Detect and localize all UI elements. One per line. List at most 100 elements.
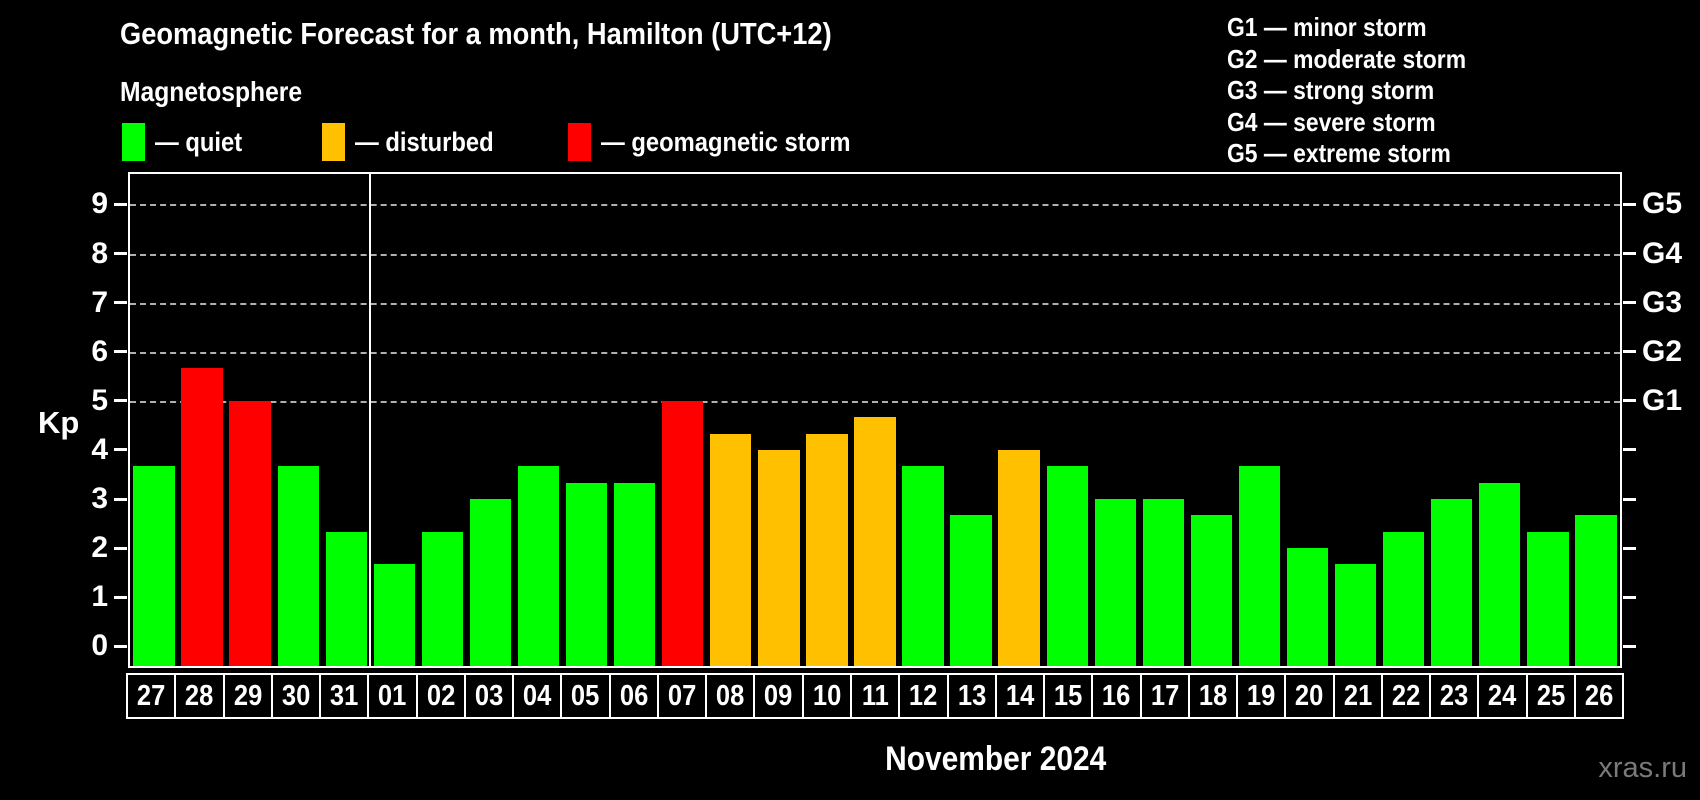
bar-slot-30 xyxy=(274,174,322,666)
date-label-24: 24 xyxy=(1488,679,1517,712)
date-cell-05: 05 xyxy=(560,673,611,719)
x-axis-title-text: November 2024 xyxy=(884,740,1107,778)
date-cell-04: 04 xyxy=(512,673,563,719)
y-tick-right-0 xyxy=(1623,644,1636,648)
date-label-17: 17 xyxy=(1150,679,1179,712)
bar-slot-15 xyxy=(1043,174,1091,666)
right-axis-label-g1: G1 xyxy=(1642,383,1683,417)
y-tick-right-2 xyxy=(1623,546,1636,550)
bar-slot-24 xyxy=(1476,174,1524,666)
y-tick-label-7: 7 xyxy=(91,285,108,319)
date-cell-26: 26 xyxy=(1573,673,1625,719)
date-label-29: 29 xyxy=(233,679,262,712)
bar-27 xyxy=(133,466,175,666)
x-axis-title: November 2024 xyxy=(367,740,1624,779)
right-axis-label-g2: G2 xyxy=(1642,334,1683,368)
date-cell-19: 19 xyxy=(1236,673,1287,719)
right-axis-label-g5: G5 xyxy=(1642,187,1683,221)
bar-31 xyxy=(325,531,367,666)
date-label-02: 02 xyxy=(426,679,455,712)
y-tick-left-9 xyxy=(114,202,127,206)
y-tick-label-6: 6 xyxy=(91,334,108,368)
page-title: Geomagnetic Forecast for a month, Hamilt… xyxy=(120,16,929,52)
legend-swatch-quiet xyxy=(122,123,145,161)
date-cell-14: 14 xyxy=(994,673,1046,719)
right-axis-label-g3: G3 xyxy=(1642,285,1683,319)
storm-scale-text-g3: G3 — strong storm xyxy=(1227,75,1435,105)
bar-slot-18 xyxy=(1187,174,1235,666)
date-label-25: 25 xyxy=(1536,679,1566,712)
y-tick-label-0: 0 xyxy=(91,629,108,663)
chart-subtitle-text: Magnetosphere xyxy=(120,76,303,107)
date-cell-08: 08 xyxy=(705,673,756,719)
legend-swatch-storm xyxy=(568,123,591,161)
date-label-27: 27 xyxy=(136,679,166,712)
date-cell-07: 07 xyxy=(656,673,708,719)
bar-24 xyxy=(1479,482,1521,666)
date-label-20: 20 xyxy=(1295,679,1324,712)
date-label-08: 08 xyxy=(716,679,745,712)
bar-slot-21 xyxy=(1332,174,1380,666)
date-cell-30: 30 xyxy=(270,673,322,719)
date-label-05: 05 xyxy=(571,679,600,712)
y-tick-label-8: 8 xyxy=(91,236,108,270)
legend-label-storm: — geomagnetic storm xyxy=(601,127,885,158)
bar-19 xyxy=(1238,466,1281,666)
date-cell-28: 28 xyxy=(174,673,225,719)
x-axis-date-row: 27 28 29 30 31 01 02 03 04 05 06 07 08 09 10 11 12 13 14 15… xyxy=(126,673,1625,719)
bar-slot-28 xyxy=(178,174,226,666)
y-tick-right-4 xyxy=(1623,448,1636,452)
date-label-04: 04 xyxy=(523,679,552,712)
date-label-30: 30 xyxy=(281,679,311,712)
date-label-10: 10 xyxy=(812,679,842,712)
date-cell-24: 24 xyxy=(1477,673,1528,719)
y-tick-left-4 xyxy=(114,448,127,452)
storm-scale-line-g5: G5 — extreme storm xyxy=(1227,138,1499,170)
storm-scale-line-g3: G3 — strong storm xyxy=(1227,75,1499,107)
page-title-text: Geomagnetic Forecast for a month, Hamilt… xyxy=(120,16,832,51)
gridline-kp-6 xyxy=(130,351,1620,354)
date-cell-03: 03 xyxy=(463,673,515,719)
bar-29 xyxy=(229,400,271,666)
date-cell-15: 15 xyxy=(1043,673,1094,719)
date-label-12: 12 xyxy=(909,679,938,712)
legend-label-text-quiet: — quiet xyxy=(155,126,243,157)
storm-scale-line-g2: G2 — moderate storm xyxy=(1227,44,1499,76)
y-axis-title-text: Kp xyxy=(38,405,80,440)
bar-slot-20 xyxy=(1284,174,1332,666)
storm-scale-text-g5: G5 — extreme storm xyxy=(1227,138,1451,168)
y-tick-label-9: 9 xyxy=(91,187,108,221)
bar-slot-13 xyxy=(947,174,995,666)
y-tick-label-1: 1 xyxy=(91,580,108,614)
y-tick-label-5: 5 xyxy=(91,383,108,417)
gridline-kp-7 xyxy=(130,302,1620,305)
gridline-kp-9 xyxy=(130,204,1620,207)
bar-09 xyxy=(758,449,800,666)
bar-slot-02 xyxy=(418,174,466,666)
date-cell-02: 02 xyxy=(415,673,466,719)
plot-canvas: 0 1 2 3 4 5 6 7 8 9 G1 G2 G3 G4 G5 xyxy=(91,174,1682,666)
y-tick-label-3: 3 xyxy=(91,482,108,516)
legend-item-storm: — geomagnetic storm xyxy=(568,121,885,163)
date-cell-06: 06 xyxy=(608,673,659,719)
bar-08 xyxy=(710,433,752,666)
date-cell-01: 01 xyxy=(367,673,418,719)
chart-subtitle: Magnetosphere xyxy=(120,76,327,108)
legend-label-text-storm: — geomagnetic storm xyxy=(601,126,851,157)
storm-scale-legend: G1 — minor storm G2 — moderate storm G3 — … xyxy=(1227,12,1499,170)
bar-04 xyxy=(517,466,560,666)
y-axis-title: Kp xyxy=(38,405,79,441)
bar-slot-26 xyxy=(1572,174,1620,666)
date-label-01: 01 xyxy=(378,679,407,712)
storm-scale-line-g4: G4 — severe storm xyxy=(1227,107,1499,139)
gridline-kp-5 xyxy=(130,400,1620,403)
watermark: xras.ru xyxy=(1598,752,1687,784)
date-cell-11: 11 xyxy=(849,673,901,719)
right-axis-label-g4: G4 xyxy=(1642,236,1683,270)
date-cell-31: 31 xyxy=(319,673,370,719)
date-label-07: 07 xyxy=(667,679,697,712)
bar-slot-07 xyxy=(659,174,707,666)
bar-12 xyxy=(902,466,944,666)
date-cell-20: 20 xyxy=(1284,673,1335,719)
storm-scale-text-g2: G2 — moderate storm xyxy=(1227,43,1467,74)
